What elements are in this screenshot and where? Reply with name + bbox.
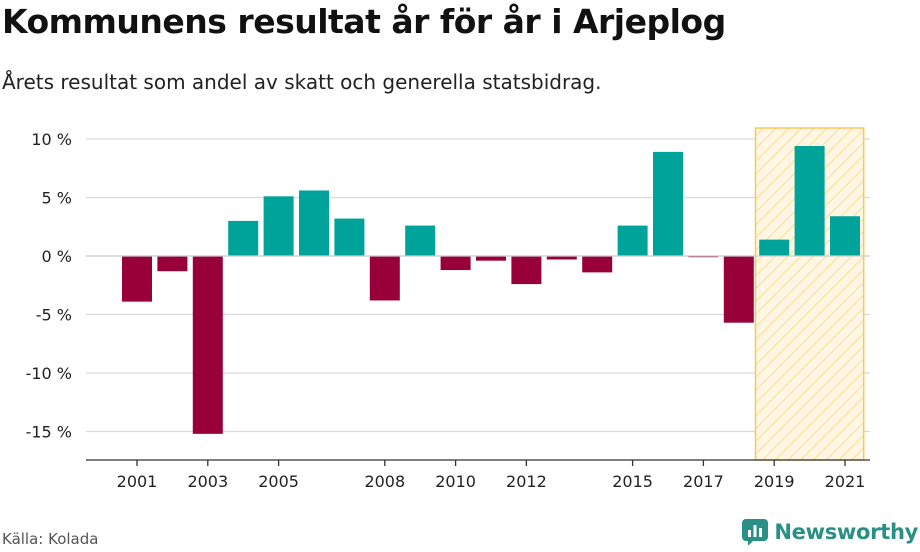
- brand-logo[interactable]: Newsworthy: [742, 519, 918, 545]
- bar[interactable]: [228, 220, 259, 256]
- x-tick-label: 2005: [258, 472, 299, 491]
- bar[interactable]: [192, 256, 223, 434]
- bar[interactable]: [334, 218, 365, 256]
- source-note: Källa: Kolada: [2, 530, 99, 548]
- bar[interactable]: [299, 190, 329, 256]
- x-tick-label: 2001: [117, 472, 158, 491]
- bar[interactable]: [723, 256, 754, 323]
- bar[interactable]: [476, 256, 506, 261]
- x-tick-label: 2003: [187, 472, 228, 491]
- y-tick-label: -5 %: [36, 306, 72, 325]
- bar[interactable]: [511, 256, 542, 285]
- x-tick-label: 2012: [506, 472, 547, 491]
- bar[interactable]: [830, 216, 860, 256]
- y-tick-label: -10 %: [26, 364, 72, 383]
- chart-subtitle: Årets resultat som andel av skatt och ge…: [2, 70, 602, 94]
- bar[interactable]: [405, 225, 436, 256]
- bar[interactable]: [759, 239, 790, 256]
- bar[interactable]: [369, 256, 400, 301]
- brand-name: Newsworthy: [774, 520, 918, 544]
- x-tick-label: 2010: [435, 472, 476, 491]
- bar[interactable]: [440, 256, 471, 271]
- y-tick-label: 5 %: [42, 189, 72, 208]
- bar[interactable]: [122, 256, 152, 302]
- bar[interactable]: [157, 256, 188, 272]
- y-tick-label: -15 %: [26, 423, 72, 442]
- x-tick-label: 2008: [364, 472, 405, 491]
- bar[interactable]: [263, 196, 294, 256]
- x-tick-label: 2019: [754, 472, 795, 491]
- newsworthy-icon: [742, 519, 769, 545]
- bar[interactable]: [582, 256, 613, 273]
- bar[interactable]: [794, 146, 825, 256]
- y-tick-label: 0 %: [42, 247, 72, 266]
- x-tick-label: 2017: [683, 472, 724, 491]
- y-tick-label: 10 %: [31, 130, 72, 149]
- chart-title: Kommunens resultat år för år i Arjeplog: [2, 2, 726, 41]
- bar[interactable]: [546, 256, 577, 260]
- bar[interactable]: [653, 151, 683, 256]
- bar[interactable]: [617, 225, 648, 256]
- x-tick-label: 2015: [612, 472, 653, 491]
- x-tick-label: 2021: [825, 472, 866, 491]
